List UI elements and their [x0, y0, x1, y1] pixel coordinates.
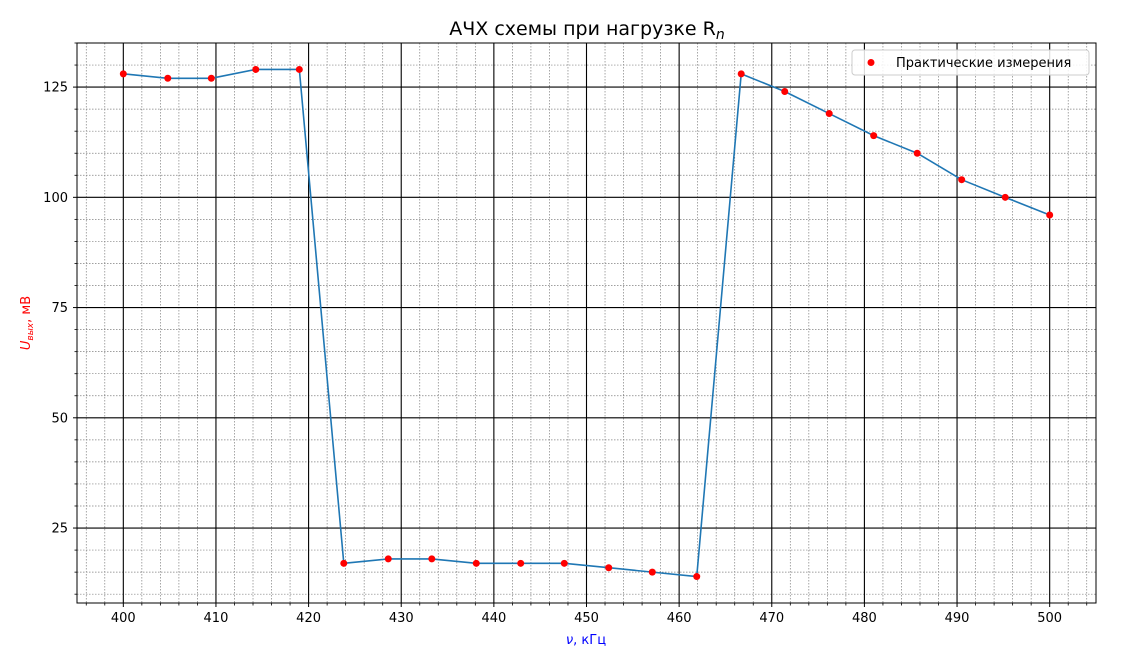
- major-grid: [77, 43, 1096, 603]
- data-point: [164, 74, 172, 82]
- data-point: [340, 559, 348, 567]
- x-axis-label-symbol: ν: [566, 633, 573, 648]
- data-point: [384, 555, 392, 563]
- data-point: [825, 110, 833, 118]
- x-axis-label-unit: , кГц: [573, 633, 606, 648]
- data-point: [605, 564, 613, 572]
- x-tick-label: 400: [111, 611, 136, 626]
- y-tick-label: 50: [51, 411, 68, 426]
- x-tick-label: 500: [1037, 611, 1062, 626]
- legend: Практические измерения: [851, 49, 1090, 76]
- data-point: [913, 149, 921, 157]
- data-point: [428, 555, 436, 563]
- ticks: 400 410 420 430 440 450 460 470 480 490 500 25 50 75 1…: [43, 42, 1088, 626]
- chart-title: АЧХ схемы при нагрузке Rn: [449, 18, 724, 43]
- x-axis-label: ν, кГц: [566, 633, 606, 648]
- data-point: [517, 559, 525, 567]
- y-axis-label-unit: , мВ: [19, 296, 34, 323]
- data-point: [295, 65, 303, 73]
- x-tick-label: 460: [667, 611, 692, 626]
- legend-marker: [867, 59, 875, 66]
- y-axis-label-subscript: вых: [26, 322, 36, 340]
- chart-title-text: АЧХ схемы при нагрузке R: [449, 18, 716, 40]
- data-point: [1046, 211, 1054, 219]
- series-layer: [119, 65, 1054, 581]
- legend-label: Практические измерения: [896, 56, 1071, 71]
- x-tick-label: 440: [481, 611, 506, 626]
- data-point: [472, 559, 480, 567]
- data-point: [560, 559, 568, 567]
- data-point: [207, 74, 215, 82]
- y-tick-label: 100: [43, 191, 68, 206]
- data-point: [693, 573, 701, 581]
- y-axis-label-symbol: U: [19, 340, 34, 350]
- x-tick-label: 490: [945, 611, 970, 626]
- data-point: [119, 70, 127, 78]
- legend-box: [851, 49, 1090, 76]
- x-tick-label: 450: [574, 611, 599, 626]
- x-tick-label: 410: [204, 611, 229, 626]
- data-point: [252, 65, 260, 73]
- data-point: [737, 70, 745, 78]
- data-point: [958, 176, 966, 184]
- y-tick-label: 25: [51, 522, 68, 537]
- chart-title-subscript: n: [716, 27, 725, 43]
- x-tick-label: 470: [759, 611, 784, 626]
- y-tick-label: 75: [51, 301, 68, 316]
- x-tick-label: 480: [852, 611, 877, 626]
- data-point: [648, 568, 656, 576]
- data-point: [781, 88, 789, 96]
- data-point: [870, 132, 878, 140]
- x-tick-label: 420: [296, 611, 321, 626]
- y-tick-label: 125: [43, 81, 68, 96]
- series-line: [123, 68, 1050, 578]
- x-tick-label: 430: [389, 611, 414, 626]
- data-point: [1001, 193, 1009, 201]
- y-axis-label: Uвых, мВ: [19, 296, 36, 350]
